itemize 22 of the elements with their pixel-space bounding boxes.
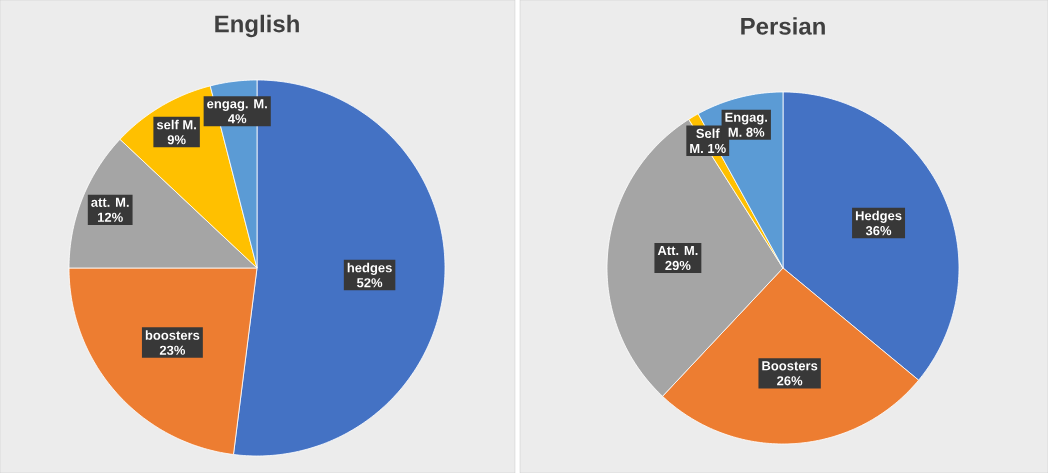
slice-label: Self: [696, 128, 720, 139]
chart-title: English: [215, 14, 299, 38]
slice-label: att. M.: [91, 197, 129, 207]
data-label: M. 1%: [690, 143, 726, 153]
slice-label: hedges: [347, 262, 392, 275]
data-label: 29%: [665, 260, 691, 271]
slice-label: self M.: [156, 119, 196, 130]
chart-title: Persian: [741, 17, 825, 35]
data-label: 26%: [777, 376, 803, 386]
slice-label: boosters: [145, 330, 200, 340]
slice-label: Att. M.: [657, 246, 698, 256]
data-label: 52%: [356, 278, 383, 288]
data-label: 12%: [97, 212, 123, 222]
slice-label: Hedges: [855, 210, 902, 223]
data-label: 9%: [167, 135, 186, 145]
slice-label: Engag.: [725, 112, 768, 125]
data-label: M. 8%: [728, 127, 765, 137]
data-label: 4%: [228, 114, 247, 124]
slice-label: engag. M.: [207, 99, 267, 111]
slice-label: Boosters: [762, 361, 818, 371]
data-label: 23%: [159, 345, 186, 355]
data-label: 36%: [865, 226, 892, 236]
